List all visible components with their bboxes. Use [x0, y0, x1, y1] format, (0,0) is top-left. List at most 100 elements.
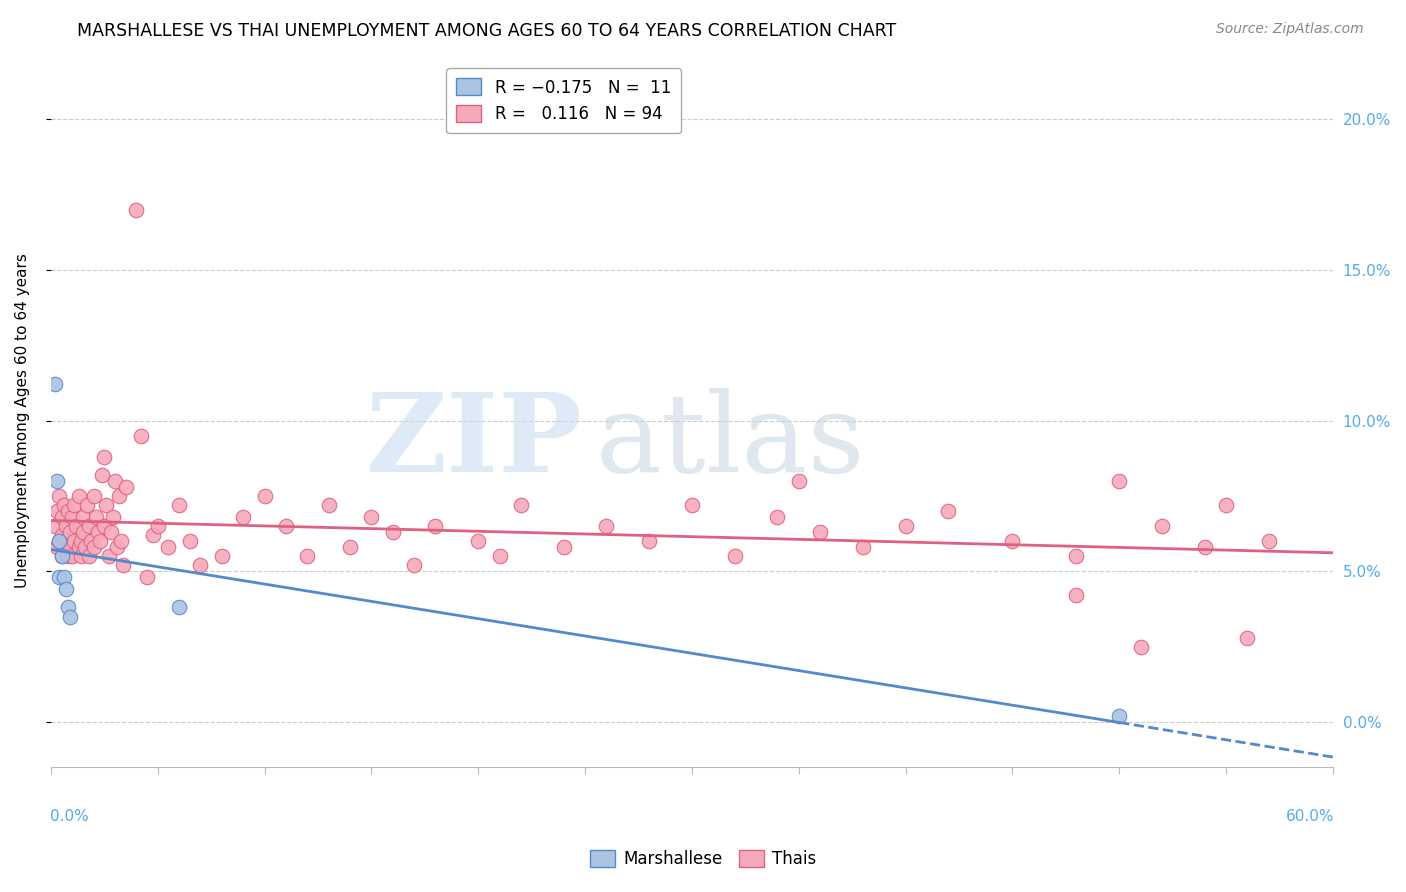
Point	[55, 582, 77, 597]
Point	[48, 489, 70, 503]
Point	[44, 377, 66, 392]
Point	[211, 549, 233, 564]
Point	[83, 540, 105, 554]
Point	[83, 489, 105, 503]
Point	[681, 498, 703, 512]
Point	[79, 519, 101, 533]
Point	[48, 570, 70, 584]
Point	[142, 528, 165, 542]
Point	[723, 549, 745, 564]
Point	[467, 534, 489, 549]
Point	[808, 525, 831, 540]
Point	[67, 540, 90, 554]
Point	[510, 498, 533, 512]
Point	[87, 525, 110, 540]
Point	[104, 474, 127, 488]
Point	[63, 498, 86, 512]
Point	[69, 549, 91, 564]
Point	[46, 540, 69, 554]
Point	[60, 510, 83, 524]
Point	[1215, 498, 1237, 512]
Point	[97, 549, 120, 564]
Point	[52, 570, 75, 584]
Point	[84, 510, 107, 524]
Point	[190, 558, 212, 573]
Text: ZIP: ZIP	[366, 388, 583, 495]
Point	[1108, 474, 1130, 488]
Point	[1150, 519, 1173, 533]
Point	[51, 549, 73, 564]
Point	[72, 510, 94, 524]
Point	[936, 504, 959, 518]
Point	[67, 489, 90, 503]
Point	[253, 489, 276, 503]
Point	[553, 540, 575, 554]
Point	[56, 549, 79, 564]
Text: Source: ZipAtlas.com: Source: ZipAtlas.com	[1216, 22, 1364, 37]
Point	[96, 498, 118, 512]
Point	[381, 525, 404, 540]
Point	[136, 570, 159, 584]
Point	[46, 474, 69, 488]
Point	[93, 519, 115, 533]
Point	[1257, 534, 1279, 549]
Point	[129, 428, 152, 442]
Legend: R = −0.175   N =  11, R =   0.116   N = 94: R = −0.175 N = 11, R = 0.116 N = 94	[446, 69, 681, 133]
Y-axis label: Unemployment Among Ages 60 to 64 years: Unemployment Among Ages 60 to 64 years	[15, 253, 30, 588]
Point	[51, 528, 73, 542]
Point	[80, 534, 103, 549]
Point	[488, 549, 510, 564]
Point	[100, 525, 122, 540]
Point	[63, 534, 86, 549]
Point	[1129, 640, 1152, 654]
Point	[766, 510, 789, 524]
Point	[51, 549, 73, 564]
Point	[52, 540, 75, 554]
Point	[1108, 709, 1130, 723]
Point	[65, 519, 87, 533]
Point	[69, 534, 91, 549]
Point	[48, 534, 70, 549]
Point	[297, 549, 319, 564]
Point	[56, 504, 79, 518]
Point	[318, 498, 340, 512]
Point	[1066, 589, 1088, 603]
Point	[112, 558, 135, 573]
Point	[787, 474, 810, 488]
Point	[101, 510, 124, 524]
Point	[894, 519, 917, 533]
Text: 0.0%: 0.0%	[49, 809, 89, 824]
Point	[73, 540, 96, 554]
Point	[146, 519, 169, 533]
Point	[72, 525, 94, 540]
Point	[51, 510, 73, 524]
Point	[56, 600, 79, 615]
Point	[157, 540, 180, 554]
Point	[1194, 540, 1216, 554]
Point	[46, 504, 69, 518]
Point	[110, 534, 132, 549]
Point	[91, 467, 114, 482]
Point	[404, 558, 426, 573]
Point	[167, 600, 190, 615]
Point	[59, 540, 82, 554]
Point	[1001, 534, 1024, 549]
Point	[167, 498, 190, 512]
Point	[79, 549, 101, 564]
Text: 60.0%: 60.0%	[1285, 809, 1334, 824]
Point	[125, 202, 148, 217]
Point	[425, 519, 447, 533]
Point	[59, 525, 82, 540]
Point	[232, 510, 254, 524]
Point	[55, 519, 77, 533]
Point	[52, 498, 75, 512]
Point	[360, 510, 382, 524]
Point	[60, 549, 83, 564]
Point	[108, 489, 131, 503]
Point	[339, 540, 361, 554]
Point	[55, 534, 77, 549]
Point	[48, 534, 70, 549]
Point	[852, 540, 875, 554]
Point	[89, 534, 111, 549]
Text: atlas: atlas	[596, 388, 865, 495]
